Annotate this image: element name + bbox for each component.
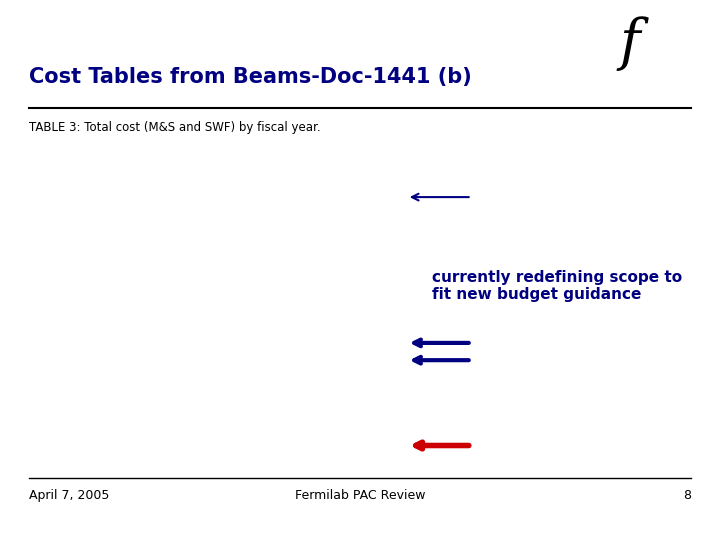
Text: TABLE 3: Total cost (M&S and SWF) by fiscal year.: TABLE 3: Total cost (M&S and SWF) by fis… <box>29 122 320 134</box>
Text: 8: 8 <box>683 489 691 502</box>
Text: currently redefining scope to
fit new budget guidance: currently redefining scope to fit new bu… <box>432 270 682 302</box>
Text: Cost Tables from Beams-Doc-1441 (b): Cost Tables from Beams-Doc-1441 (b) <box>29 68 472 87</box>
Text: Fermilab PAC Review: Fermilab PAC Review <box>294 489 426 502</box>
Text: f: f <box>620 16 640 71</box>
Text: April 7, 2005: April 7, 2005 <box>29 489 109 502</box>
